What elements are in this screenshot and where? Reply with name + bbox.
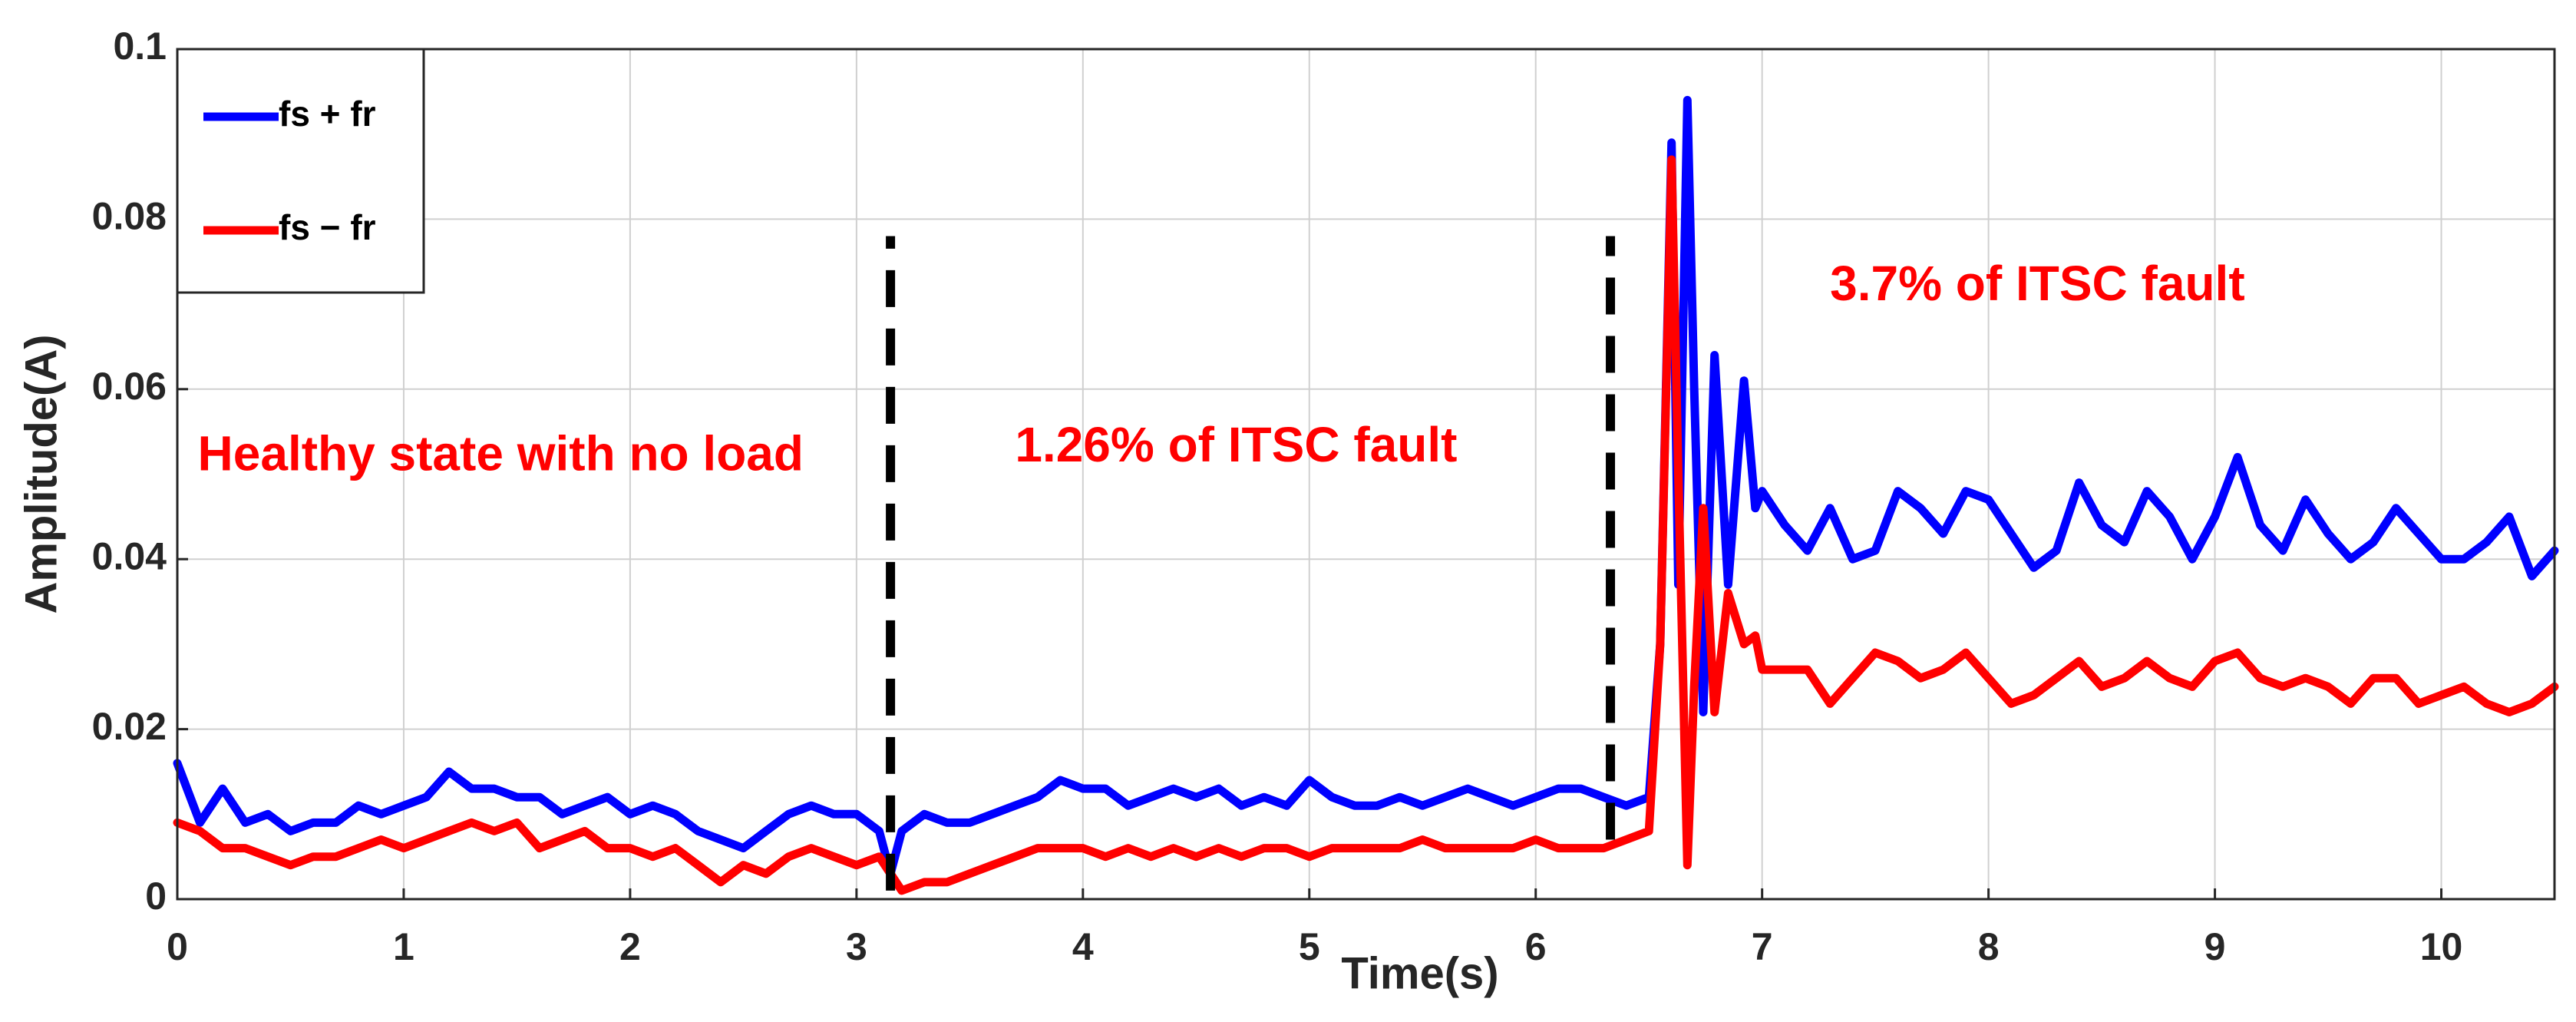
y-tick-label: 0.02 — [92, 705, 167, 748]
x-tick-label: 6 — [1525, 925, 1547, 968]
x-tick-label: 3 — [846, 925, 867, 968]
y-tick-label: 0 — [145, 875, 167, 918]
y-tick-label: 0.04 — [92, 534, 167, 577]
x-tick-label: 5 — [1299, 925, 1320, 968]
legend-box — [176, 48, 425, 294]
annotation: 3.7% of ITSC fault — [1830, 256, 2245, 311]
x-axis-label: Time(s) — [1341, 948, 1498, 998]
data-line — [173, 95, 2559, 878]
x-tick-label: 9 — [2204, 925, 2226, 968]
plot-frame — [176, 48, 2556, 901]
legend-label: fs + fr — [279, 94, 376, 134]
y-tick-label: 0.08 — [92, 195, 167, 238]
x-tick-label: 4 — [1072, 925, 1094, 968]
x-tick-label: 2 — [619, 925, 641, 968]
annotation: Healthy state with no load — [198, 425, 804, 481]
x-tick-label: 1 — [393, 925, 414, 968]
y-axis-label: Amplitude(A) — [16, 334, 66, 614]
y-tick-label: 0.06 — [92, 365, 167, 408]
annotation: 1.26% of ITSC fault — [1015, 417, 1457, 472]
plot-area — [177, 49, 2555, 899]
x-tick-label: 0 — [167, 925, 188, 968]
legend-label: fs − fr — [279, 207, 376, 247]
data-line — [173, 155, 2559, 895]
x-tick-label: 7 — [1752, 925, 1773, 968]
y-tick-label: 0.1 — [113, 25, 167, 68]
x-tick-label: 8 — [1978, 925, 2000, 968]
x-tick-label: 10 — [2420, 925, 2463, 968]
legend: fs + fr fs − fr — [176, 48, 425, 294]
